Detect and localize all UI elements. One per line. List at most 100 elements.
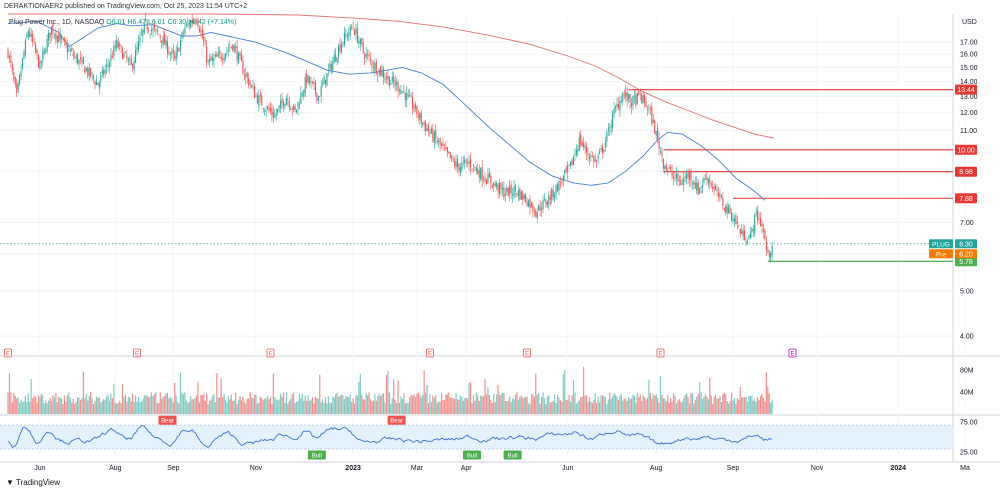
candle-body: [426, 128, 428, 132]
volume-bar: [591, 402, 593, 414]
candle-body: [317, 96, 319, 101]
candle-body: [645, 101, 647, 108]
time-axis[interactable]: Jun Aug Sep Nov 2023 Mar Apr Jun Aug Sep Nov 2024 Ma: [34, 465, 970, 472]
volume-bar: [232, 400, 234, 414]
currency-label[interactable]: USD: [962, 19, 977, 26]
volume-bar: [53, 397, 55, 414]
candle-body: [432, 128, 434, 141]
volume-bar: [661, 395, 663, 414]
volume-bar: [352, 398, 354, 414]
candle-body: [702, 184, 704, 187]
tradingview-logo[interactable]: ▼ TradingView: [6, 478, 60, 487]
candle-body: [586, 147, 588, 153]
earnings-marker-label: E: [135, 352, 139, 358]
volume-bar: [184, 392, 186, 414]
candle-body: [156, 29, 158, 32]
volume-bar: [768, 393, 770, 414]
volume-bar: [681, 401, 683, 414]
volume-bar: [481, 396, 483, 414]
volume-bar: [751, 395, 753, 414]
volume-bar: [210, 399, 212, 414]
candle-body: [68, 49, 70, 51]
candle-body: [762, 228, 764, 232]
candle-body: [768, 250, 770, 257]
candle-body: [282, 101, 285, 107]
volume-bar: [440, 393, 443, 414]
candle-body: [133, 61, 135, 70]
price-tick-label: 12.00: [960, 110, 978, 117]
volume-bar: [95, 396, 98, 414]
candle-body: [220, 55, 222, 60]
candle-body: [677, 173, 679, 182]
candle-body: [53, 34, 55, 36]
volume-bar: [52, 394, 54, 414]
volume-bar: [659, 375, 662, 414]
candle-body: [56, 35, 58, 43]
candle-body: [739, 228, 741, 234]
volume-bar: [91, 398, 93, 414]
candle-body: [459, 167, 461, 173]
volume-bar: [452, 397, 454, 414]
candle-body: [420, 112, 422, 124]
volume-bar: [252, 397, 254, 414]
candle-body: [425, 122, 427, 132]
volume-bar: [146, 395, 148, 414]
volume-bar: [153, 393, 156, 414]
candle-body: [741, 231, 743, 234]
volume-bar: [324, 397, 327, 414]
volume-bar: [720, 402, 722, 414]
volume-bar: [493, 393, 495, 414]
candle-body: [686, 174, 688, 179]
horizontal-levels[interactable]: 13.44 10.00 8.98 7.88 5.78: [628, 84, 977, 267]
candle-body: [214, 55, 216, 57]
volume-bar: [187, 403, 189, 414]
candle-body: [596, 160, 598, 162]
volume-bar: [194, 397, 196, 414]
volume-bar: [37, 395, 40, 414]
volume-bar: [217, 397, 219, 414]
volume-bar: [393, 379, 395, 414]
volume-bar: [480, 395, 482, 414]
volume-bar: [165, 393, 167, 414]
candle-body: [58, 34, 60, 43]
volume-bar: [688, 403, 691, 414]
rsi-bear-label: Bear: [390, 419, 403, 425]
candle-body: [97, 82, 99, 86]
volume-bar: [88, 395, 90, 414]
volume-bar: [533, 396, 535, 414]
volume-bar: [523, 397, 525, 414]
volume-bar: [259, 396, 261, 414]
volume-bar: [272, 373, 274, 414]
candle-body: [195, 20, 198, 22]
candle-body: [570, 161, 572, 166]
candle-body: [522, 192, 524, 200]
candle-body: [603, 149, 605, 153]
volume-bar: [116, 404, 118, 414]
price-axis[interactable]: 17.0016.0015.0014.0013.0012.0011.009.007…: [960, 39, 978, 456]
symbol-legend[interactable]: Plug Power Inc., 1D, NASDAQ O6.01 H6.47 …: [9, 19, 236, 26]
candle-body: [236, 45, 238, 61]
earnings-marker: [133, 348, 141, 358]
volume-bar: [596, 402, 598, 414]
volume-bar: [455, 392, 457, 414]
volume-bar: [306, 400, 308, 414]
candle-body: [85, 68, 87, 71]
candle-body: [542, 200, 544, 209]
volume-bar: [707, 399, 709, 414]
volume-bar: [177, 401, 179, 414]
volume-bar: [717, 398, 720, 414]
volume-bar: [762, 397, 765, 414]
candle-body: [55, 33, 57, 40]
volume-bar: [535, 373, 537, 414]
volume-bar: [551, 402, 553, 414]
volume-bar: [407, 403, 409, 414]
volume-bar: [745, 396, 747, 414]
volume-bar: [759, 395, 762, 414]
volume-bar: [514, 394, 517, 414]
rsi-bear-label: Bear: [161, 419, 174, 425]
candle-body: [462, 160, 464, 162]
volume-bar: [127, 396, 129, 414]
volume-bar: [581, 396, 583, 414]
